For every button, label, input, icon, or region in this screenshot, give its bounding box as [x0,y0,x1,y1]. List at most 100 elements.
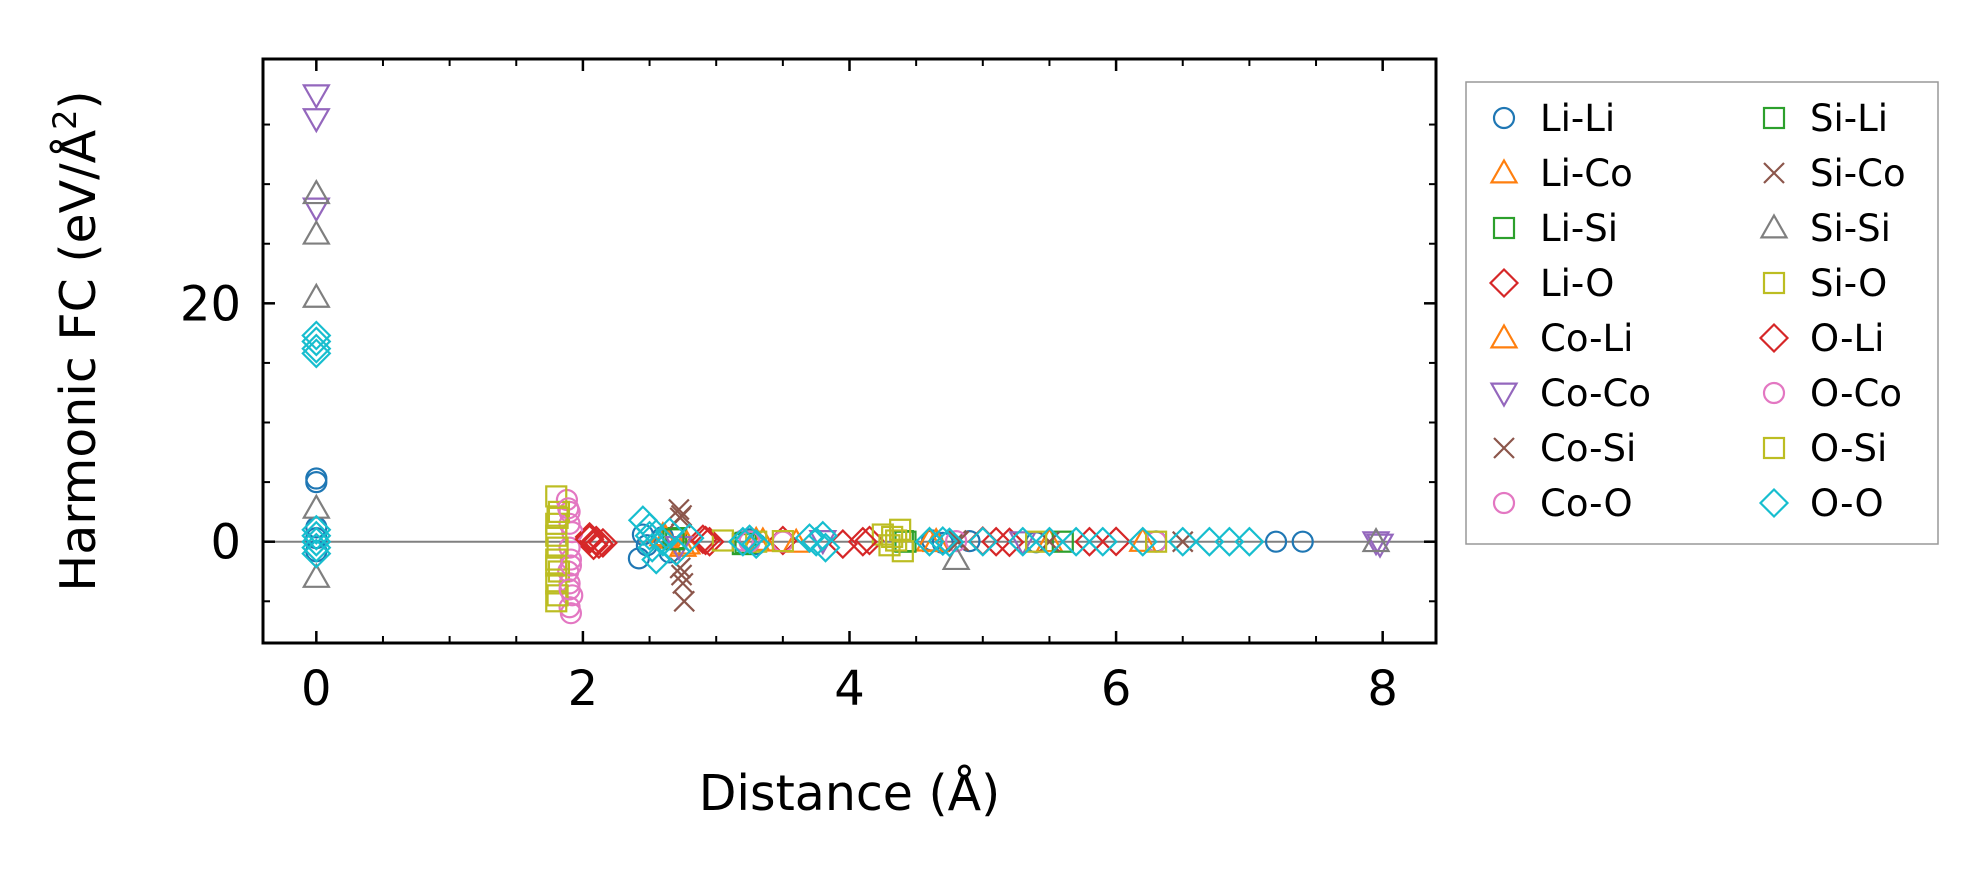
data-point [1007,526,1038,557]
legend-entry: Co-Si [1493,427,1636,470]
data-point [941,544,971,571]
legend-entry: Si-Si [1759,207,1891,250]
data-point [583,529,614,560]
data-point [545,572,568,595]
series-o-si [545,506,904,577]
legend-label: Si-Li [1810,97,1888,140]
data-point [301,338,332,369]
data-point [672,572,694,595]
data-point [1144,530,1168,553]
y-tick-label: 0 [210,515,241,571]
data-point [301,178,331,205]
data-point [546,584,569,607]
data-point [545,512,568,535]
legend-marker [1763,162,1785,184]
legend-entry: O-O [1758,482,1884,525]
data-point [1128,526,1158,552]
data-point [1051,530,1074,553]
legend-label: O-Li [1810,317,1884,360]
data-point [945,529,968,553]
data-point [559,554,583,577]
x-tick-label: 4 [834,661,865,717]
data-point [559,548,583,571]
legend-entry: Li-Li [1492,97,1615,140]
data-point [301,520,332,551]
data-point [1167,526,1198,557]
legend-label: O-Si [1810,427,1887,470]
data-point [301,493,331,519]
data-point [810,532,841,563]
data-point [547,560,571,583]
data-point [881,525,904,549]
data-point [301,219,331,245]
legend-marker [1762,271,1786,295]
series-li-li [305,467,1314,570]
series-o-o [301,320,1265,575]
data-point [847,526,878,557]
legend-marker [1762,381,1786,405]
legend-entry: Co-Li [1489,317,1633,360]
legend-label: O-O [1810,482,1884,525]
x-axis-label: Distance (Å) [699,763,1001,822]
axis-ticks: 0 2 4 6 8 0 20 [180,59,1436,717]
data-point [545,524,568,547]
data-point [1087,526,1118,557]
data-point [948,530,970,552]
x-tick-label: 6 [1101,661,1132,717]
data-point [301,326,332,357]
data-point [301,538,332,569]
data-point [1008,531,1038,557]
data-point [545,590,568,613]
legend-label: O-Co [1810,372,1902,415]
data-point [1214,526,1245,557]
data-point [545,485,568,508]
data-point [807,520,838,551]
data-point [914,526,945,557]
data-point [301,526,332,557]
data-point [545,554,568,577]
data-point [559,602,583,625]
data-point [1074,526,1105,557]
data-point [301,282,331,308]
series-si-co [669,507,970,586]
data-point [668,498,690,521]
data-point [1361,526,1391,553]
data-point [694,526,725,557]
data-point [1361,531,1391,557]
legend-marker [1492,106,1516,130]
data-point [771,529,794,553]
legend-label: Co-Li [1540,317,1633,360]
data-point [301,320,332,351]
data-point [670,564,693,586]
series-si-si [301,178,1391,588]
data-point [889,518,912,541]
data-point [734,524,765,555]
data-point [1194,526,1225,557]
x-tick-label: 2 [568,661,599,717]
legend-marker [1492,216,1516,240]
data-point [1127,526,1158,557]
data-point [558,536,581,559]
legend-marker [1489,382,1519,408]
data-point [587,527,618,558]
legend-entry: O-Si [1762,427,1887,470]
data-point [305,471,328,494]
legend-label: Li-Li [1540,97,1615,140]
data-point [1264,530,1288,553]
data-point [1025,530,1048,553]
data-point [301,108,331,134]
legend-marker [1762,106,1786,130]
data-point [690,525,721,556]
legend-marker [1489,158,1519,184]
legend-entry: Si-Li [1762,97,1888,140]
legend-entry: Co-O [1492,482,1633,525]
data-point [558,578,581,601]
data-point [741,529,772,560]
data-point [1034,526,1065,557]
legend-entry: O-Co [1762,372,1902,415]
legend-label: Si-Co [1810,152,1906,195]
data-point [727,526,758,557]
plot-frame [261,57,1438,645]
legend: Li-Li Li-Co Li-Si Li-O Co-Li Co-Co Co-Si Co-O Si… [1465,81,1939,545]
